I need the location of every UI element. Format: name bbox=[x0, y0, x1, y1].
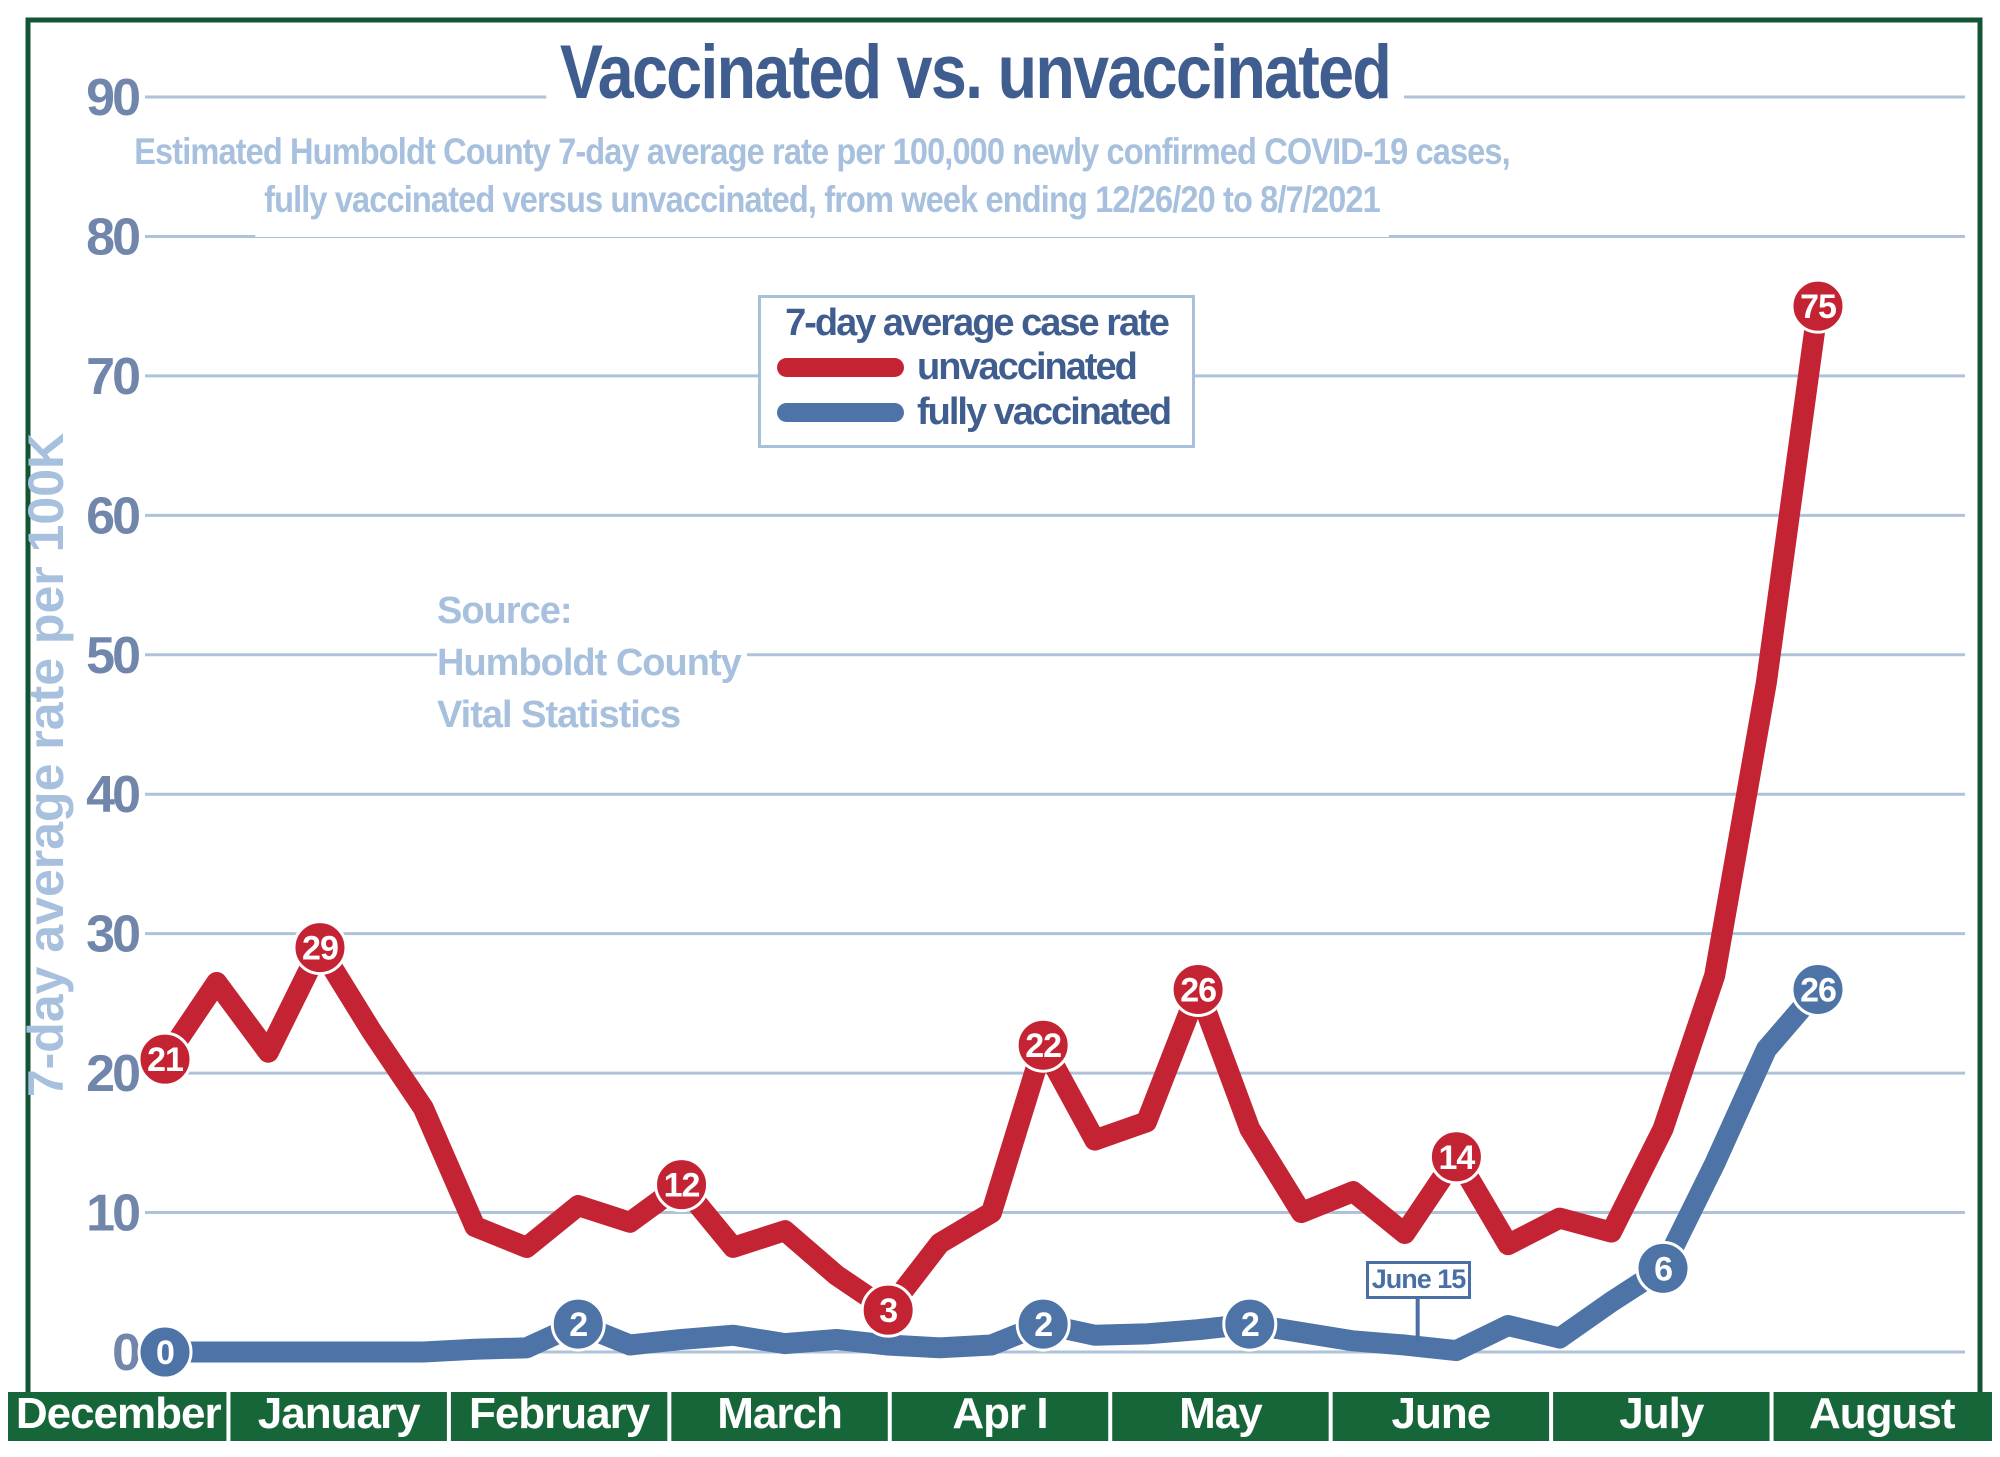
y-tick-label-20: 20 bbox=[86, 1045, 139, 1103]
point-marker-unvaccinated-14 bbox=[1428, 1129, 1484, 1185]
legend-title: 7-day average case rate bbox=[785, 302, 1170, 344]
legend-row-fully-vaccinated: fully vaccinated bbox=[777, 390, 1192, 435]
legend-row-unvaccinated: unvaccinated bbox=[777, 345, 1192, 390]
month-label-august: August bbox=[1809, 1389, 1956, 1438]
month-label-may: May bbox=[1179, 1389, 1263, 1438]
point-label-unvaccinated-22: 22 bbox=[1025, 1027, 1061, 1065]
point-marker-unvaccinated-3 bbox=[860, 1282, 916, 1338]
source-name-line-1: Humboldt County bbox=[437, 641, 747, 685]
subtitle-line-2-text: fully vaccinated versus unvaccinated, fr… bbox=[255, 176, 1389, 238]
month-label-july: July bbox=[1619, 1389, 1705, 1438]
y-tick-label-40: 40 bbox=[86, 766, 139, 824]
point-label-fully-vaccinated-6: 6 bbox=[1654, 1250, 1672, 1288]
point-label-unvaccinated-3: 3 bbox=[879, 1292, 897, 1330]
point-marker-fully-vaccinated-2 bbox=[550, 1296, 606, 1352]
point-marker-fully-vaccinated-26 bbox=[1790, 961, 1846, 1017]
month-label-june: June bbox=[1392, 1389, 1491, 1438]
month-label-december: December bbox=[16, 1389, 222, 1438]
month-label-february: February bbox=[469, 1389, 651, 1438]
unvaccinated-line-swatch-icon bbox=[777, 358, 904, 377]
month-label-march: March bbox=[717, 1389, 842, 1438]
point-marker-unvaccinated-22 bbox=[1015, 1017, 1071, 1073]
point-marker-unvaccinated-26 bbox=[1170, 961, 1226, 1017]
point-label-fully-vaccinated-2: 2 bbox=[1241, 1306, 1259, 1344]
point-label-unvaccinated-26: 26 bbox=[1180, 971, 1216, 1009]
point-marker-fully-vaccinated-2 bbox=[1222, 1296, 1278, 1352]
line-fully-vaccinated bbox=[154, 978, 1829, 1363]
source-name-line-2: Vital Statistics bbox=[437, 693, 687, 737]
point-label-unvaccinated-29: 29 bbox=[302, 930, 338, 968]
point-label-unvaccinated-21: 21 bbox=[147, 1041, 183, 1079]
point-marker-fully-vaccinated-0 bbox=[137, 1324, 193, 1380]
fully-vaccinated-line-swatch-icon bbox=[777, 403, 904, 422]
source-label: Source: bbox=[437, 589, 578, 633]
point-label-unvaccinated-14: 14 bbox=[1438, 1139, 1475, 1177]
y-axis-title: 7-day average rate per 100K bbox=[18, 432, 74, 1098]
page-title-text: Vaccinated vs. unvaccinated bbox=[546, 34, 1404, 112]
point-label-fully-vaccinated-0: 0 bbox=[156, 1334, 174, 1372]
legend-box: 7-day average case rate unvaccinated ful… bbox=[758, 295, 1195, 448]
y-tick-label-10: 10 bbox=[86, 1185, 139, 1243]
subtitle-line-2: fully vaccinated versus unvaccinated, fr… bbox=[178, 176, 1466, 238]
y-tick-label-80: 80 bbox=[86, 208, 139, 266]
point-label-fully-vaccinated-26: 26 bbox=[1800, 971, 1836, 1009]
legend-label-fully-vaccinated: fully vaccinated bbox=[917, 391, 1172, 433]
point-marker-unvaccinated-12 bbox=[654, 1157, 710, 1213]
point-label-unvaccinated-75: 75 bbox=[1800, 288, 1836, 326]
y-tick-label-90: 90 bbox=[86, 69, 139, 127]
page-title: Vaccinated vs. unvaccinated bbox=[471, 34, 1480, 112]
y-tick-label-0: 0 bbox=[112, 1324, 139, 1382]
point-marker-fully-vaccinated-2 bbox=[1015, 1296, 1071, 1352]
month-label-apr-i: Apr I bbox=[952, 1389, 1047, 1438]
point-marker-unvaccinated-29 bbox=[292, 920, 348, 976]
line-unvaccinated bbox=[154, 295, 1829, 1321]
month-band bbox=[8, 1392, 1992, 1441]
y-tick-label-60: 60 bbox=[86, 487, 139, 545]
source-note: Source: Humboldt County Vital Statistics bbox=[437, 589, 747, 745]
y-tick-label-70: 70 bbox=[86, 348, 139, 406]
y-tick-label-30: 30 bbox=[86, 906, 139, 964]
point-label-fully-vaccinated-2: 2 bbox=[569, 1306, 587, 1344]
point-marker-unvaccinated-21 bbox=[137, 1031, 193, 1087]
point-marker-unvaccinated-75 bbox=[1790, 278, 1846, 334]
point-label-fully-vaccinated-2: 2 bbox=[1034, 1306, 1052, 1344]
month-label-january: January bbox=[258, 1389, 421, 1438]
june-15-annotation: June 15 bbox=[1366, 1261, 1471, 1299]
point-label-unvaccinated-12: 12 bbox=[664, 1167, 700, 1205]
point-marker-fully-vaccinated-6 bbox=[1635, 1240, 1691, 1296]
legend-label-unvaccinated: unvaccinated bbox=[917, 346, 1138, 388]
y-tick-label-50: 50 bbox=[86, 627, 139, 685]
